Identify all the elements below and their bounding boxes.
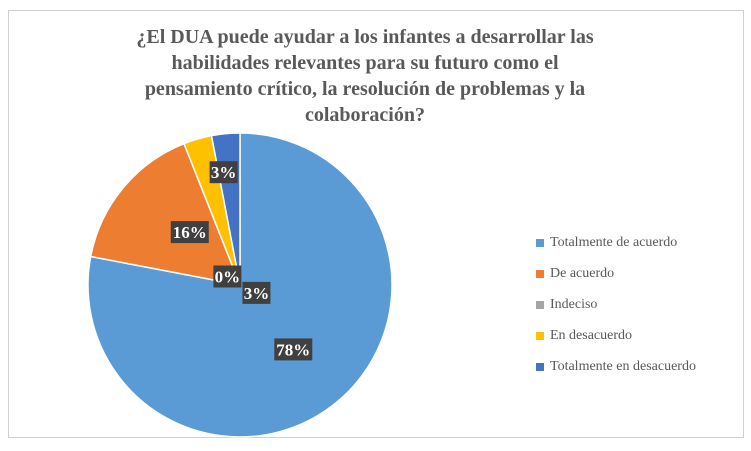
data-label-en-desacuerdo: 3% [242, 281, 271, 304]
legend-label: Totalmente en desacuerdo [550, 358, 696, 374]
pie-slice-totalmente-de-acuerdo [87, 132, 393, 438]
chart-title-line-2: habilidades relevantes para su futuro co… [171, 52, 559, 74]
data-label-indeciso: 0% [213, 265, 242, 288]
data-label-text: 3% [244, 284, 270, 303]
legend-label: Totalmente de acuerdo [550, 234, 678, 250]
legend-swatch [536, 362, 544, 371]
chart-title-line-1: ¿El DUA puede ayudar a los infantes a de… [136, 26, 594, 48]
data-label-box [170, 221, 209, 244]
legend-swatch [536, 269, 544, 278]
data-label-box [213, 265, 242, 288]
legend-swatch [536, 238, 544, 247]
legend-label: En desacuerdo [550, 327, 633, 343]
data-label-text: 0% [215, 267, 241, 286]
legend-item-de-acuerdo: De acuerdo [536, 258, 696, 289]
data-label-box [242, 281, 271, 304]
legend-item-en-desacuerdo: En desacuerdo [536, 320, 696, 351]
chart-title-line-4: colaboración? [305, 104, 425, 126]
legend-label: Indeciso [550, 296, 598, 312]
data-label-totalmente-de-acuerdo: 78% [274, 338, 313, 361]
chart-title-line-3: pensamiento crítico, la resolución de pr… [144, 78, 586, 100]
legend-item-indeciso: Indeciso [536, 289, 696, 320]
legend-label: De acuerdo [550, 265, 615, 281]
legend: Totalmente de acuerdo De acuerdo Indecis… [536, 227, 696, 382]
legend-swatch [536, 331, 544, 340]
data-label-de-acuerdo: 16% [170, 221, 209, 244]
data-label-text: 78% [276, 340, 310, 359]
data-label-box [274, 338, 313, 361]
chart-title: ¿El DUA puede ayudar a los infantes a de… [60, 24, 670, 128]
pie-slice-de-acuerdo [89, 142, 242, 286]
data-label-text: 3% [211, 163, 237, 182]
data-label-text: 16% [173, 223, 207, 242]
data-label-box [209, 161, 238, 184]
legend-item-totalmente-en-desacuerdo: Totalmente en desacuerdo [536, 351, 696, 382]
legend-item-totalmente-de-acuerdo: Totalmente de acuerdo [536, 227, 696, 258]
data-label-totalmente-en-desacuerdo: 3% [209, 161, 238, 184]
legend-swatch [536, 300, 544, 309]
